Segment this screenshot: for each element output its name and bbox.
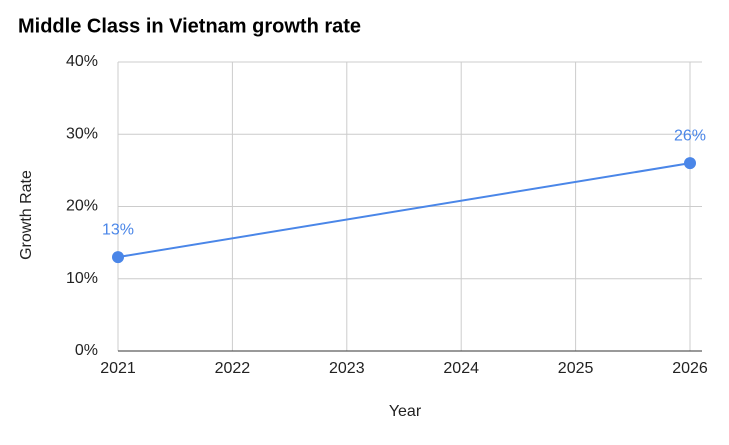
data-point xyxy=(684,157,696,170)
data-point xyxy=(112,251,124,264)
chart-title: Middle Class in Vietnam growth rate xyxy=(18,15,361,37)
x-tick-label: 2023 xyxy=(329,360,365,377)
x-axis-label: Year xyxy=(389,403,422,420)
x-tick-label: 2022 xyxy=(215,360,251,377)
x-tick-label: 2021 xyxy=(100,360,136,377)
series-line xyxy=(117,162,691,259)
y-tick-label: 10% xyxy=(66,270,98,287)
x-tick-label: 2024 xyxy=(443,360,479,377)
y-tick-label: 40% xyxy=(66,53,98,70)
data-label: 26% xyxy=(674,127,706,144)
y-axis-label: Growth Rate xyxy=(18,170,35,260)
y-tick-label: 30% xyxy=(66,125,98,142)
x-tick-label: 2026 xyxy=(672,360,708,377)
data-label: 13% xyxy=(102,221,134,238)
x-tick-label: 2025 xyxy=(558,360,594,377)
y-tick-label: 0% xyxy=(75,342,98,359)
y-tick-label: 20% xyxy=(66,198,98,215)
